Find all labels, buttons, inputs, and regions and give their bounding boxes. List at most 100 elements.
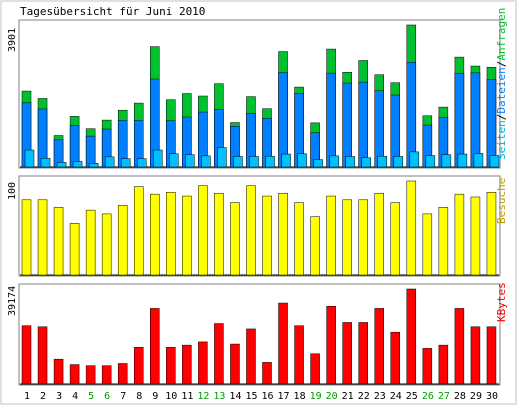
bar-anfragen-17 [281,153,291,168]
bar-besuche-17 [278,192,288,276]
legend-top-part-2: Dateien [495,67,508,113]
panel-frame-2 [18,175,501,277]
bar-kbytes-12 [198,341,208,385]
bar-anfragen-6 [104,156,115,168]
x-tick-label-17: 17 [278,391,290,402]
bar-dateien-20 [326,72,336,168]
bar-kbytes-27 [438,344,449,385]
y-axis-max-label-1: 3901 [7,28,18,52]
bar-kbytes-3 [53,358,64,385]
bar-kbytes-4 [69,364,80,385]
bar-besuche-24 [390,202,401,276]
x-tick-label-20: 20 [326,391,338,402]
bar-kbytes-2 [37,326,48,385]
x-tick-label-19: 19 [310,391,322,402]
bar-dateien-22 [358,81,368,168]
x-tick-label-12: 12 [197,391,209,402]
bar-anfragen-1 [24,149,35,168]
bar-anfragen-21 [345,156,355,168]
x-tick-label-24: 24 [390,391,402,402]
bar-dateien-4 [69,125,80,168]
bar-anfragen-10 [169,153,179,168]
x-tick-label-27: 27 [438,391,450,402]
bar-anfragen-5 [88,163,99,168]
legend-top: Seiten/Dateien/Anfragen [495,8,508,160]
x-tick-label-2: 2 [40,391,46,402]
bar-besuche-4 [69,223,80,276]
bar-dateien-17 [278,72,288,168]
x-tick-label-4: 4 [72,391,78,402]
x-tick-label-22: 22 [358,391,370,402]
x-tick-label-11: 11 [181,391,193,402]
x-tick-label-21: 21 [342,391,354,402]
legend-bottom: KBytes [495,282,508,322]
bar-dateien-21 [342,82,352,168]
bar-kbytes-25 [406,288,417,385]
bar-besuche-2 [37,199,48,276]
bar-kbytes-23 [374,308,384,385]
bar-besuche-18 [294,202,304,276]
x-tick-label-30: 30 [486,391,498,402]
bar-kbytes-6 [101,365,112,385]
x-tick-label-9: 9 [152,391,158,402]
bar-besuche-6 [101,213,112,276]
x-tick-label-1: 1 [24,391,30,402]
bar-kbytes-8 [133,347,144,385]
bar-anfragen-27 [441,154,452,168]
bar-kbytes-24 [390,331,401,385]
bar-besuche-3 [53,207,64,276]
bar-besuche-16 [262,195,272,276]
bar-besuche-19 [310,216,320,276]
bar-besuche-13 [214,192,224,276]
bar-anfragen-18 [297,153,307,168]
x-tick-label-16: 16 [261,391,273,402]
bar-anfragen-12 [201,155,211,168]
bar-besuche-20 [326,195,336,276]
bar-besuche-11 [182,195,192,276]
panel-frame-1 [18,19,501,169]
bar-anfragen-16 [265,155,275,168]
bar-besuche-7 [117,205,128,276]
x-tick-label-6: 6 [104,391,110,402]
x-tick-label-10: 10 [165,391,177,402]
bar-anfragen-29 [473,153,484,168]
x-tick-label-15: 15 [245,391,257,402]
legend-top-part-3: / [495,61,508,68]
bar-besuche-23 [374,192,384,276]
x-tick-label-3: 3 [56,391,62,402]
bar-besuche-8 [133,186,144,276]
bar-besuche-9 [150,193,160,276]
bar-anfragen-28 [457,153,468,168]
bar-besuche-5 [85,209,96,276]
bar-anfragen-14 [233,156,243,168]
bar-besuche-26 [422,213,433,276]
bar-besuche-14 [230,202,240,276]
bar-kbytes-21 [342,322,352,385]
bar-anfragen-13 [217,147,227,168]
bar-dateien-28 [454,73,465,168]
bar-kbytes-20 [326,306,336,385]
bar-dateien-29 [470,72,481,168]
x-tick-label-23: 23 [374,391,386,402]
panel-frame-3 [18,283,501,386]
bar-kbytes-26 [422,348,433,385]
bar-anfragen-19 [313,159,323,168]
bar-anfragen-3 [56,162,67,168]
x-tick-label-7: 7 [120,391,126,402]
bar-kbytes-30 [486,326,497,385]
bar-besuche-30 [486,192,497,276]
bar-besuche-29 [470,196,481,276]
bar-kbytes-16 [262,362,272,385]
bar-anfragen-9 [153,149,163,168]
x-tick-label-14: 14 [229,391,241,402]
bar-dateien-5 [85,135,96,168]
bar-kbytes-11 [182,344,192,385]
bar-kbytes-9 [150,308,160,385]
bar-anfragen-2 [40,158,51,168]
x-tick-label-28: 28 [454,391,466,402]
x-tick-label-25: 25 [406,391,418,402]
bar-kbytes-14 [230,343,240,385]
bar-besuche-12 [198,185,208,276]
